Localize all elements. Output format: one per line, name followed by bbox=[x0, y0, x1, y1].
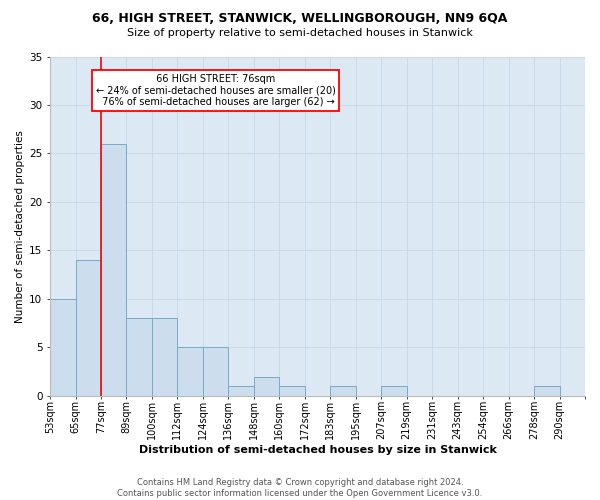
Bar bbox=[178, 348, 203, 396]
Text: Size of property relative to semi-detached houses in Stanwick: Size of property relative to semi-detach… bbox=[127, 28, 473, 38]
Bar bbox=[101, 144, 127, 396]
Bar bbox=[203, 348, 229, 396]
Y-axis label: Number of semi-detached properties: Number of semi-detached properties bbox=[15, 130, 25, 322]
X-axis label: Distribution of semi-detached houses by size in Stanwick: Distribution of semi-detached houses by … bbox=[139, 445, 496, 455]
Bar bbox=[280, 386, 305, 396]
Bar bbox=[534, 386, 560, 396]
Bar bbox=[330, 386, 356, 396]
Bar bbox=[127, 318, 152, 396]
Bar bbox=[254, 376, 280, 396]
Text: 66 HIGH STREET: 76sqm  
← 24% of semi-detached houses are smaller (20)
  76% of : 66 HIGH STREET: 76sqm ← 24% of semi-deta… bbox=[95, 74, 335, 107]
Bar bbox=[50, 299, 76, 396]
Bar bbox=[76, 260, 101, 396]
Text: Contains HM Land Registry data © Crown copyright and database right 2024.
Contai: Contains HM Land Registry data © Crown c… bbox=[118, 478, 482, 498]
Bar bbox=[152, 318, 178, 396]
Bar bbox=[229, 386, 254, 396]
Bar bbox=[381, 386, 407, 396]
Text: 66, HIGH STREET, STANWICK, WELLINGBOROUGH, NN9 6QA: 66, HIGH STREET, STANWICK, WELLINGBOROUG… bbox=[92, 12, 508, 26]
